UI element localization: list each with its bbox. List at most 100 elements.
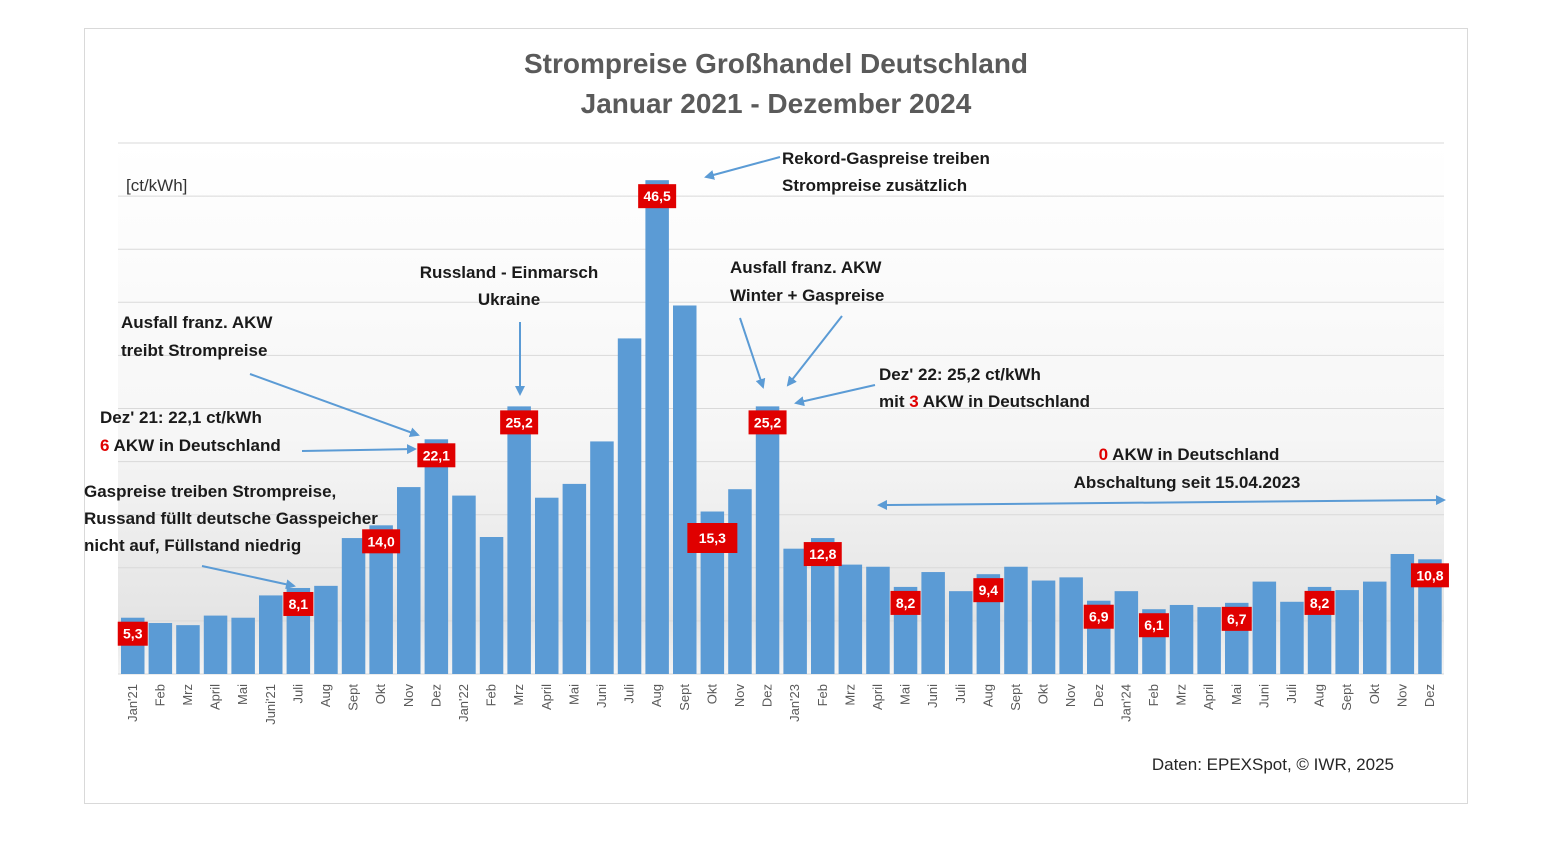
bar-8 [341,538,366,674]
x-tick-label-20: Sept [677,684,692,711]
annotation-dez22-pre: mit [879,392,909,411]
annotation-zero-text: AKW in Deutschland [1108,445,1279,464]
x-tick-label-13: Feb [484,684,499,706]
data-label-box-6 [283,591,314,616]
annotation-gas-line2: Russand füllt deutsche Gasspeicher [84,509,378,528]
x-tick-label-47: Dez [1422,684,1437,707]
x-tick-label-18: Juli [622,684,637,704]
annotation-rekord-line1: Rekord-Gaspreise treiben [782,149,990,168]
data-label-28: 8,2 [896,595,916,611]
annotation-ausfall1-line2: treibt Strompreise [121,341,267,360]
x-tick-label-6: Juli [290,684,305,704]
x-tick-label-19: Aug [649,684,664,707]
data-label-box-28 [890,590,921,615]
data-label-6: 8,1 [289,596,309,612]
bar-30 [949,591,973,674]
annotation-zero-line1: 0 AKW in Deutschland [1099,445,1280,464]
x-tick-label-14: Mrz [511,684,526,706]
bar-39 [1197,607,1221,674]
x-tick-label-12: Jan'22 [456,684,471,722]
data-label-25: 12,8 [809,546,836,562]
x-tick-label-4: Mai [235,684,250,705]
bar-38 [1169,604,1194,674]
data-label-box-9 [362,529,401,554]
arrow-rekord [704,156,781,180]
bar-24 [783,548,807,674]
data-labels: 5,3 8,1 14,0 22,1 25,2 46,5 15,3 25,2 12,8 8,2 9,4… [117,184,1449,646]
bar-44 [1335,590,1359,674]
bar-18 [617,338,642,674]
x-tick-label-27: April [870,684,885,710]
bar-34 [1059,577,1083,674]
data-label-box-31 [973,578,1004,603]
x-tick-label-1: Feb [152,684,167,706]
x-tick-label-42: Juli [1284,684,1299,704]
data-label-box-43 [1304,590,1335,615]
bar-19 [645,180,669,675]
x-tick-label-30: Juli [953,684,968,704]
data-label-box-37 [1138,613,1169,638]
x-tick-label-16: Mai [566,684,581,705]
annotation-gas-line3: nicht auf, Füllstand niedrig [84,536,301,555]
x-tick-label-36: Jan'24 [1118,684,1133,722]
data-label-11: 22,1 [423,447,450,463]
bar-9 [369,525,393,674]
x-tick-label-9: Okt [373,684,388,705]
x-tick-label-41: Juni [1256,684,1271,708]
data-label-box-47 [1410,563,1449,588]
x-tick-label-38: Mrz [1174,684,1189,706]
data-label-9: 14,0 [368,533,395,549]
x-tick-label-46: Nov [1394,684,1409,708]
y-axis-unit: [ct/kWh] [126,176,187,195]
x-tick-label-28: Mai [898,684,913,705]
data-label-box-0 [117,621,148,646]
data-label-box-11 [417,443,456,468]
x-tick-label-31: Aug [980,684,995,707]
x-tick-label-17: Juni [594,684,609,708]
arrow-ausfall1 [249,373,420,437]
x-tick-label-2: Mrz [180,684,195,706]
bar-7 [314,585,338,674]
bar-12 [452,495,476,674]
x-tick-label-21: Okt [704,684,719,705]
bar-17 [590,441,614,674]
data-label-box-14 [500,410,539,435]
data-label-40: 6,7 [1227,611,1247,627]
bar-46 [1390,553,1415,674]
x-tick-label-37: Feb [1146,684,1161,706]
data-label-43: 8,2 [1310,595,1330,611]
bar-2 [176,625,200,674]
akw-count-6: 6 [100,436,109,455]
data-label-37: 6,1 [1144,617,1164,633]
annotation-ausfall2-line2: Winter + Gaspreise [730,286,884,305]
bar-25 [811,538,835,674]
x-tick-label-0: Jan'21 [125,684,140,722]
annotation-ausfall2-line1: Ausfall franz. AKW [730,258,882,277]
x-tick-label-29: Juni [925,684,940,708]
bar-10 [397,487,421,674]
annotation-dez22-line1: Dez' 22: 25,2 ct/kWh [879,365,1041,384]
data-label-47: 10,8 [1416,567,1443,583]
data-label-box-21 [687,523,738,553]
annotation-gas-line1: Gaspreise treiben Strompreise, [84,482,336,501]
bar-14 [507,406,531,674]
x-tick-label-45: Okt [1367,684,1382,705]
data-label-box-25 [803,542,842,567]
bar-11 [424,439,449,674]
x-tick-label-25: Feb [815,684,830,706]
arrow-gas [201,565,296,590]
x-axis-ticks: Jan'21 Feb Mrz April Mai Juni'21 Juli Aug Sept Ok… [125,684,1437,725]
x-tick-label-26: Mrz [842,684,857,706]
gridlines [118,142,1444,675]
annotation-rekord-line2: Strompreise zusätzlich [782,176,967,195]
bar-45 [1363,581,1387,674]
x-tick-label-32: Sept [1008,684,1023,711]
x-tick-label-24: Jan'23 [787,684,802,722]
x-tick-label-35: Dez [1091,684,1106,707]
bar-1 [148,623,173,674]
annotation-dez21-line2: 6 AKW in Deutschland [100,436,281,455]
x-tick-label-22: Nov [732,684,747,708]
x-tick-label-44: Sept [1339,684,1354,711]
x-tick-label-34: Nov [1063,684,1078,708]
